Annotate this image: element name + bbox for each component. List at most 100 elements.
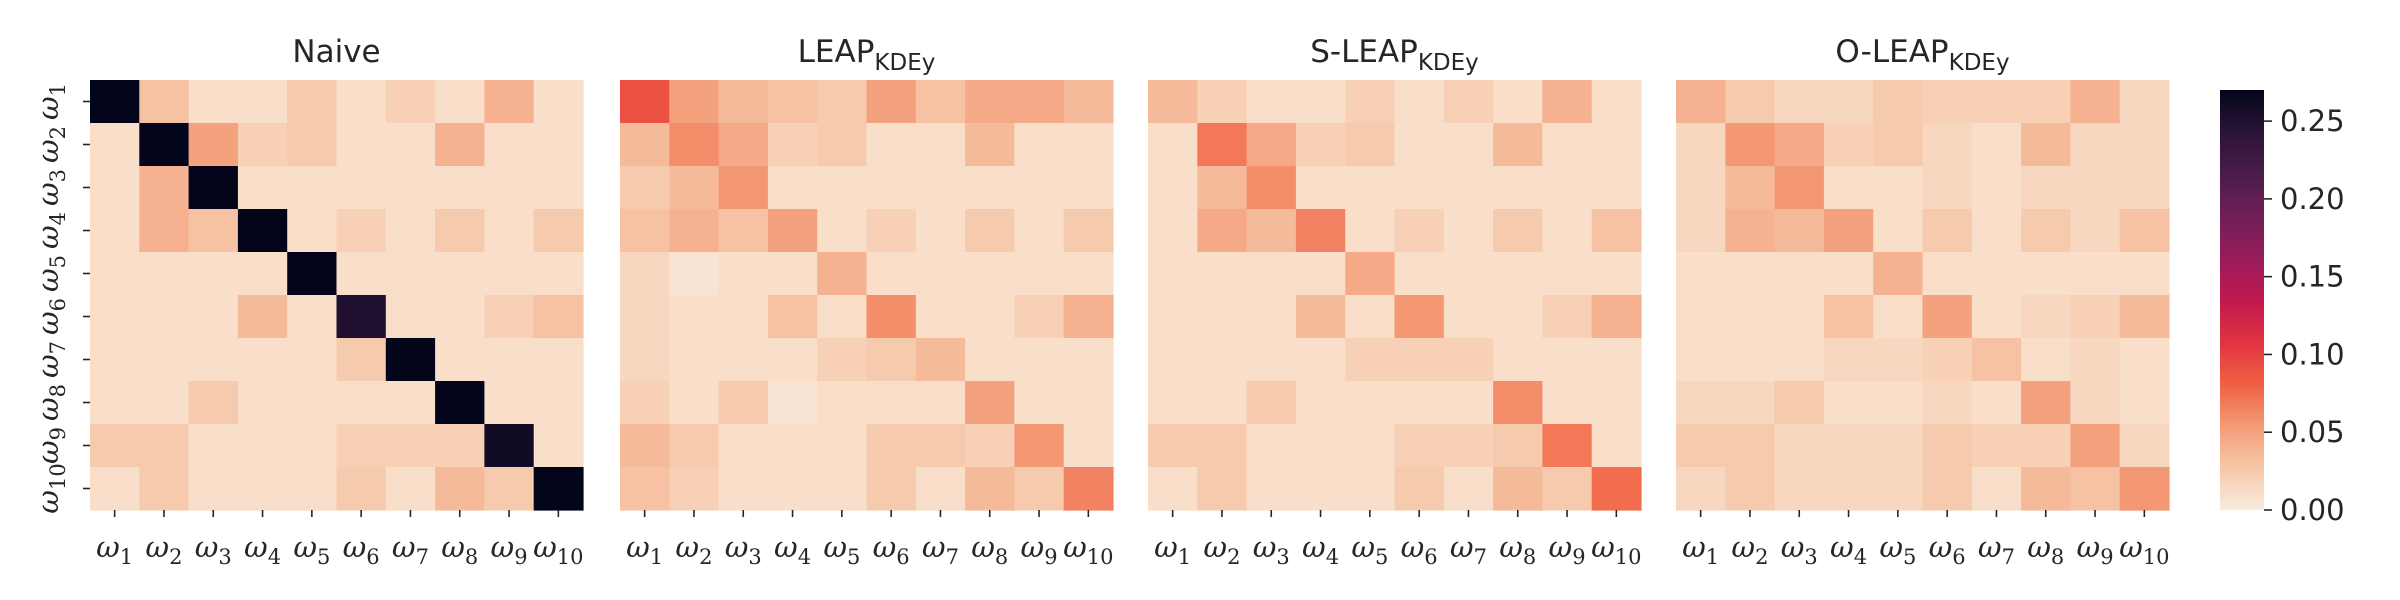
heatmap-cell-7-4: [237, 338, 288, 382]
heatmap-cell-9-4: [1823, 424, 1874, 468]
panel-title-main: Naive: [292, 34, 380, 70]
heatmap-cell-3-4: [237, 166, 288, 210]
heatmap-cell-3-7: [1971, 166, 2022, 210]
x-tick-label: ω5: [1879, 530, 1916, 569]
heatmap-cell-10-4: [1295, 467, 1346, 511]
heatmap-cell-4-4: [1295, 209, 1346, 253]
heatmap-cell-1-8: [1493, 80, 1543, 124]
heatmap-cell-6-8: [2021, 295, 2071, 339]
heatmap-cell-8-8: [2021, 381, 2071, 425]
heatmap-cell-6-7: [1971, 295, 2022, 339]
heatmap-cell-9-6: [866, 424, 917, 468]
heatmap-cell-10-8: [1493, 467, 1543, 511]
heatmap-cell-10-2: [139, 467, 190, 511]
heatmap-cell-5-9: [1542, 252, 1593, 296]
heatmap-cell-10-1: [90, 467, 140, 511]
heatmap-cell-2-8: [2021, 123, 2071, 167]
heatmap-cell-5-8: [435, 252, 485, 296]
heatmap-cell-3-3: [188, 166, 239, 210]
heatmap-cell-10-3: [1246, 467, 1297, 511]
heatmap-cell-6-5: [1345, 295, 1396, 339]
heatmap-cell-8-3: [718, 381, 769, 425]
heatmap-cell-8-6: [1922, 381, 1973, 425]
heatmap-cell-6-3: [718, 295, 769, 339]
heatmap-cell-6-10: [1063, 295, 1114, 339]
heatmap-cell-7-9: [1542, 338, 1593, 382]
heatmap-cell-9-9: [484, 424, 535, 468]
heatmap-cell-6-4: [767, 295, 818, 339]
heatmap-cell-5-6: [1922, 252, 1973, 296]
heatmap-cell-1-5: [1873, 80, 1924, 124]
heatmap-cell-3-2: [1725, 166, 1776, 210]
heatmap-cell-7-1: [1676, 338, 1726, 382]
heatmap-cell-5-3: [188, 252, 239, 296]
heatmap-cell-5-10: [533, 252, 584, 296]
heatmap-cell-4-10: [2119, 209, 2170, 253]
colorbar-tick-label: 0.10: [2280, 337, 2345, 371]
x-tick-label: ω2: [675, 530, 712, 569]
heatmap-cell-9-7: [915, 424, 966, 468]
heatmap-cell-7-10: [2119, 338, 2170, 382]
heatmap-cell-9-3: [718, 424, 769, 468]
heatmap-cell-6-2: [139, 295, 190, 339]
heatmap-cell-2-6: [1394, 123, 1445, 167]
heatmap-cell-1-3: [188, 80, 239, 124]
y-tick-label: ω1: [31, 83, 70, 120]
heatmap-cell-8-6: [866, 381, 917, 425]
heatmap-cell-2-9: [1014, 123, 1065, 167]
heatmap-cell-10-7: [915, 467, 966, 511]
heatmap-cell-4-4: [1823, 209, 1874, 253]
panel-title: Naive: [292, 34, 380, 70]
heatmap-cell-4-9: [1014, 209, 1065, 253]
heatmap-cell-7-6: [1922, 338, 1973, 382]
heatmap-cell-9-8: [2021, 424, 2071, 468]
heatmap-cell-7-8: [1493, 338, 1543, 382]
heatmap-cell-6-8: [965, 295, 1015, 339]
heatmap-cell-6-5: [817, 295, 868, 339]
x-tick-label: ω4: [1830, 530, 1867, 569]
heatmap-cell-8-9: [1014, 381, 1065, 425]
heatmap-cell-2-8: [1493, 123, 1543, 167]
heatmap-cell-6-9: [1014, 295, 1065, 339]
heatmap-cell-5-2: [1725, 252, 1776, 296]
heatmap-cell-2-2: [669, 123, 720, 167]
heatmap-cell-1-2: [1725, 80, 1776, 124]
heatmap-cell-6-10: [1591, 295, 1642, 339]
heatmap-cell-10-10: [2119, 467, 2170, 511]
x-tick-label: ω6: [343, 530, 380, 569]
heatmap-cell-9-5: [1345, 424, 1396, 468]
heatmap-cell-5-8: [1493, 252, 1543, 296]
heatmap-cell-2-3: [188, 123, 239, 167]
x-tick-label: ω8: [1499, 530, 1536, 569]
x-tick-label: ω8: [971, 530, 1008, 569]
heatmap-cell-2-10: [2119, 123, 2170, 167]
heatmap-cell-2-6: [336, 123, 387, 167]
heatmap-cell-9-1: [1148, 424, 1198, 468]
heatmap-cell-8-6: [1394, 381, 1445, 425]
heatmap-cell-7-9: [1014, 338, 1065, 382]
heatmap-cell-4-1: [90, 209, 140, 253]
heatmap-cell-3-4: [1295, 166, 1346, 210]
y-tick-label: ω2: [31, 126, 70, 163]
x-tick-label: ω6: [873, 530, 910, 569]
heatmap-cell-8-2: [1197, 381, 1248, 425]
heatmap-cell-2-6: [866, 123, 917, 167]
heatmap-cell-5-7: [915, 252, 966, 296]
heatmap-cell-1-6: [1922, 80, 1973, 124]
heatmap-cell-9-6: [1394, 424, 1445, 468]
heatmap-cell-4-5: [1873, 209, 1924, 253]
heatmap-cell-7-6: [1394, 338, 1445, 382]
heatmap-cell-6-9: [2070, 295, 2121, 339]
heatmap-panel-4: O-LEAPKDEy ω1 ω2 ω3 ω4 ω5 ω6 ω7 ω8 ω9 ω10: [1676, 34, 2170, 569]
heatmap-cell-9-10: [533, 424, 584, 468]
heatmap-cell-2-7: [1971, 123, 2022, 167]
heatmap-cell-9-8: [965, 424, 1015, 468]
heatmap-cell-4-9: [2070, 209, 2121, 253]
heatmap-cell-6-1: [1148, 295, 1198, 339]
heatmap-cell-6-8: [435, 295, 485, 339]
panel-title-subscript: KDEy: [874, 50, 935, 76]
heatmap-cell-1-5: [1345, 80, 1396, 124]
heatmap-cell-2-3: [1246, 123, 1297, 167]
